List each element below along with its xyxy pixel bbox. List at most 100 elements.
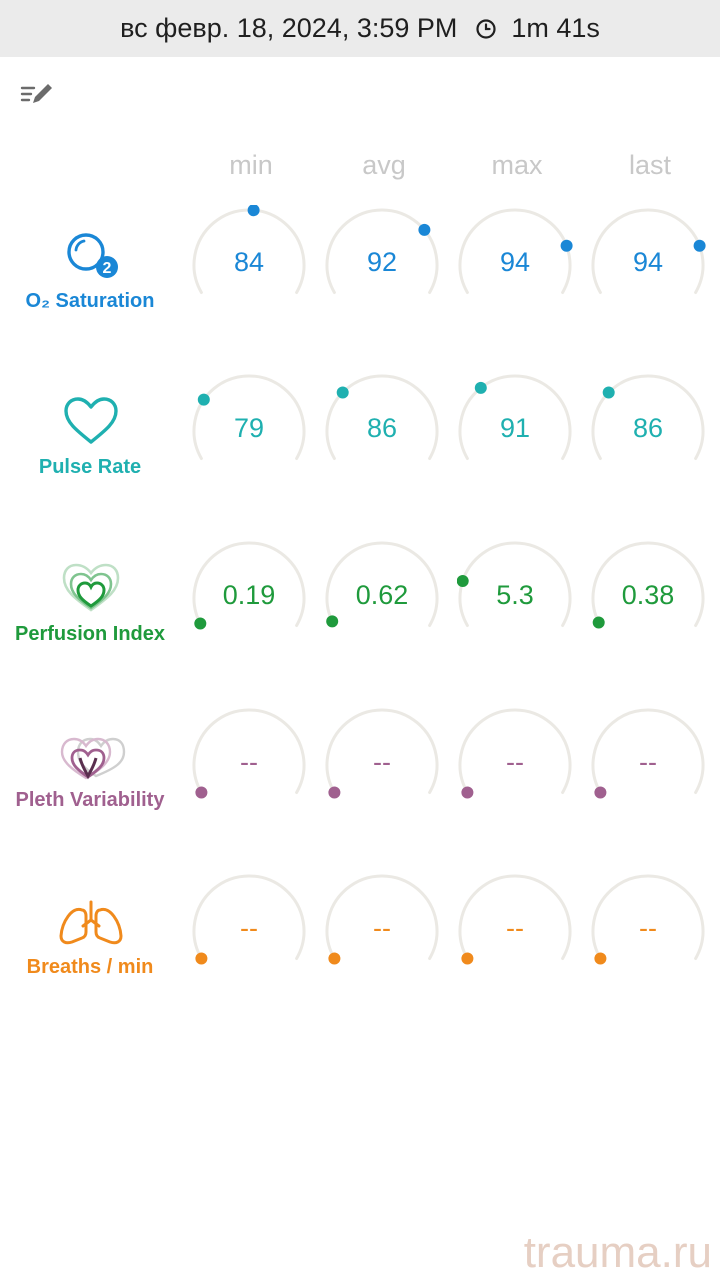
edit-list-icon xyxy=(20,84,52,103)
metric-label-pulse-rate: Pulse Rate xyxy=(38,456,142,478)
gauge-track xyxy=(458,374,572,460)
gauge-indicator-dot xyxy=(594,786,607,799)
gauge-pleth-avg: -- xyxy=(324,705,448,815)
gauge-track xyxy=(591,874,705,960)
gauge-indicator-dot xyxy=(336,386,349,399)
gauge-indicator-dot xyxy=(560,239,573,252)
gauge-track xyxy=(458,708,572,794)
gauge-track xyxy=(192,374,306,460)
gauge-value: -- xyxy=(639,747,657,777)
gauge-value: 84 xyxy=(233,247,265,277)
gauge-value: 0.62 xyxy=(355,580,409,610)
gauge-o2-avg: 92 xyxy=(324,205,448,315)
lungs-icon xyxy=(59,900,123,945)
metric-label-o2-saturation: O₂ Saturation xyxy=(25,290,155,312)
metric-label-pleth-variability: Pleth Variability xyxy=(15,789,165,811)
gauge-perfusion-max: 5.3 xyxy=(457,538,581,648)
gauge-breaths-min: -- xyxy=(191,871,315,981)
gauge-pulse-avg: 86 xyxy=(324,371,448,481)
gauge-track xyxy=(192,708,306,794)
session-header: вс февр. 18, 2024, 3:59 PM 1m 41s xyxy=(0,0,720,57)
gauge-indicator-dot xyxy=(418,223,431,236)
gauge-track xyxy=(325,708,439,794)
gauge-track xyxy=(591,374,705,460)
gauge-track xyxy=(458,208,572,294)
gauge-value: -- xyxy=(240,747,258,777)
gauge-value: 79 xyxy=(233,413,265,443)
column-header-avg: avg xyxy=(362,150,406,180)
gauge-o2-max: 94 xyxy=(457,205,581,315)
session-duration: 1m 41s xyxy=(511,13,600,43)
gauge-breaths-avg: -- xyxy=(324,871,448,981)
heart-icon xyxy=(64,397,118,444)
perfusion-hearts-icon xyxy=(62,563,120,612)
gauge-perfusion-last: 0.38 xyxy=(590,538,714,648)
gauge-pulse-max: 91 xyxy=(457,371,581,481)
gauge-perfusion-min: 0.19 xyxy=(191,538,315,648)
gauge-pulse-min: 79 xyxy=(191,371,315,481)
svg-text:2: 2 xyxy=(103,260,112,277)
gauge-track xyxy=(325,208,439,294)
column-header-last: last xyxy=(628,150,672,180)
gauge-pleth-max: -- xyxy=(457,705,581,815)
gauge-indicator-dot xyxy=(461,786,474,799)
gauge-indicator-dot xyxy=(328,952,341,965)
metric-label-perfusion-index: Perfusion Index xyxy=(14,623,166,645)
gauge-indicator-dot xyxy=(328,786,341,799)
gauge-value: -- xyxy=(240,913,258,943)
gauge-track xyxy=(591,208,705,294)
edit-list-button[interactable] xyxy=(14,74,58,114)
gauge-pleth-min: -- xyxy=(191,705,315,815)
gauge-value: -- xyxy=(373,913,391,943)
gauge-value: 0.19 xyxy=(222,580,276,610)
gauge-track xyxy=(325,374,439,460)
gauge-value: 0.38 xyxy=(621,580,675,610)
gauge-track xyxy=(192,541,306,627)
gauge-indicator-dot xyxy=(194,617,207,630)
gauge-track xyxy=(325,541,439,627)
gauge-indicator-dot xyxy=(474,381,487,394)
gauge-track xyxy=(591,541,705,627)
gauge-value: 91 xyxy=(499,413,531,443)
watermark: trauma.ru xyxy=(523,1228,712,1277)
gauge-track xyxy=(192,874,306,960)
gauge-pulse-last: 86 xyxy=(590,371,714,481)
gauge-value: 94 xyxy=(632,247,664,277)
gauge-track xyxy=(458,874,572,960)
gauge-o2-last: 94 xyxy=(590,205,714,315)
gauge-value: 92 xyxy=(366,247,398,277)
column-header-max: max xyxy=(491,150,543,180)
gauge-breaths-max: -- xyxy=(457,871,581,981)
gauge-indicator-dot xyxy=(693,239,706,252)
gauge-breaths-last: -- xyxy=(590,871,714,981)
gauge-indicator-dot xyxy=(594,952,607,965)
gauge-value: 94 xyxy=(499,247,531,277)
gauge-value: -- xyxy=(639,913,657,943)
gauge-perfusion-avg: 0.62 xyxy=(324,538,448,648)
gauge-pleth-last: -- xyxy=(590,705,714,815)
gauge-value: -- xyxy=(506,913,524,943)
gauge-indicator-dot xyxy=(247,205,260,217)
gauge-track xyxy=(458,541,572,627)
gauge-value: 86 xyxy=(366,413,398,443)
gauge-value: -- xyxy=(506,747,524,777)
gauge-track xyxy=(591,708,705,794)
session-date-time: вс февр. 18, 2024, 3:59 PM xyxy=(120,13,458,43)
gauge-value: 5.3 xyxy=(496,580,534,610)
gauge-indicator-dot xyxy=(197,393,210,406)
gauge-indicator-dot xyxy=(461,952,474,965)
clock-icon xyxy=(476,18,496,39)
column-header-min: min xyxy=(229,150,273,180)
gauge-o2-min: 84 xyxy=(191,205,315,315)
gauge-indicator-dot xyxy=(457,575,469,587)
gauge-indicator-dot xyxy=(195,952,208,965)
o2-saturation-icon: 2 xyxy=(67,233,118,278)
gauge-indicator-dot xyxy=(326,615,339,628)
gauge-value: 86 xyxy=(632,413,664,443)
pleth-variability-icon xyxy=(60,737,126,780)
gauge-indicator-dot xyxy=(602,386,615,399)
gauge-value: -- xyxy=(373,747,391,777)
metric-label-breaths-per-min: Breaths / min xyxy=(26,956,154,978)
gauge-indicator-dot xyxy=(592,616,605,629)
gauge-indicator-dot xyxy=(195,786,208,799)
